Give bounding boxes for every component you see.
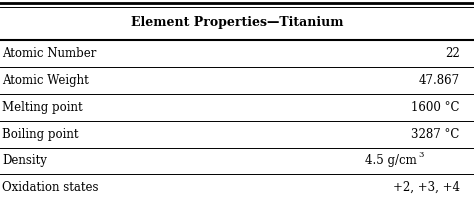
Text: Atomic Number: Atomic Number	[2, 47, 97, 60]
Text: Boiling point: Boiling point	[2, 128, 79, 141]
Text: 3287 °C: 3287 °C	[411, 128, 460, 141]
Text: 47.867: 47.867	[419, 74, 460, 87]
Text: 22: 22	[445, 47, 460, 60]
Text: Melting point: Melting point	[2, 101, 83, 114]
Text: +2, +3, +4: +2, +3, +4	[393, 181, 460, 194]
Text: 4.5 g/cm: 4.5 g/cm	[365, 154, 417, 167]
Text: 3: 3	[418, 151, 423, 159]
Text: 1600 °C: 1600 °C	[411, 101, 460, 114]
Text: Atomic Weight: Atomic Weight	[2, 74, 89, 87]
Text: Oxidation states: Oxidation states	[2, 181, 99, 194]
Text: Element Properties—Titanium: Element Properties—Titanium	[131, 16, 343, 29]
Text: Density: Density	[2, 154, 47, 167]
